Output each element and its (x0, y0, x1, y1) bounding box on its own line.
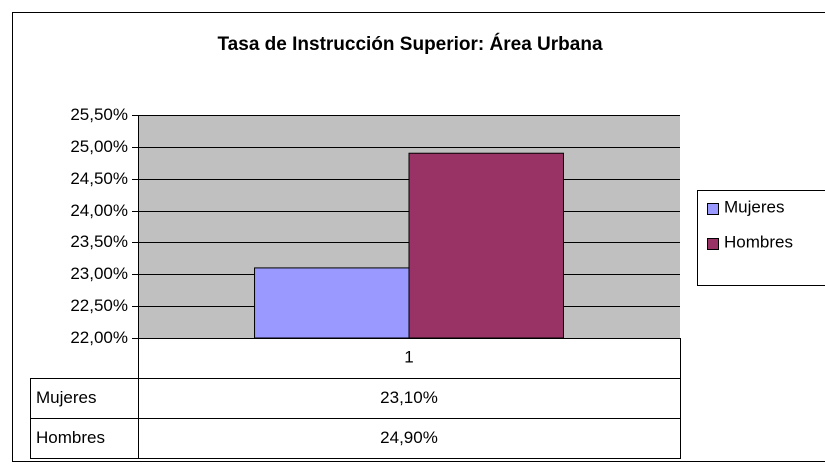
y-tick-label: 24,00% (70, 201, 128, 220)
y-tick-label: 25,50% (70, 105, 128, 124)
data-table-series-name: Hombres (36, 428, 105, 447)
legend-label: Hombres (724, 232, 793, 251)
y-tick-label: 25,00% (70, 137, 128, 156)
legend-swatch (707, 203, 719, 215)
legend-label: Mujeres (724, 197, 784, 216)
y-tick-label: 23,00% (70, 264, 128, 283)
y-tick-label: 22,50% (70, 296, 128, 315)
x-tick-label: 1 (404, 347, 413, 366)
data-table-name-cell (30, 418, 139, 459)
data-label: 24,90% (380, 428, 438, 447)
chart-title: Tasa de Instrucción Superior: Área Urban… (217, 33, 602, 55)
y-tick-label: 24,50% (70, 169, 128, 188)
data-table-category-row (138, 338, 681, 379)
data-table-value-cell (138, 378, 681, 419)
data-label: 23,10% (380, 388, 438, 407)
y-tick-label: 22,00% (70, 328, 128, 347)
bar (408, 152, 564, 339)
legend-swatch (707, 238, 719, 250)
data-table-value-cell (138, 418, 681, 459)
data-table-series-name: Mujeres (36, 388, 96, 407)
bar (254, 267, 410, 339)
y-tick-label: 23,50% (70, 232, 128, 251)
data-table-name-cell (30, 378, 139, 419)
